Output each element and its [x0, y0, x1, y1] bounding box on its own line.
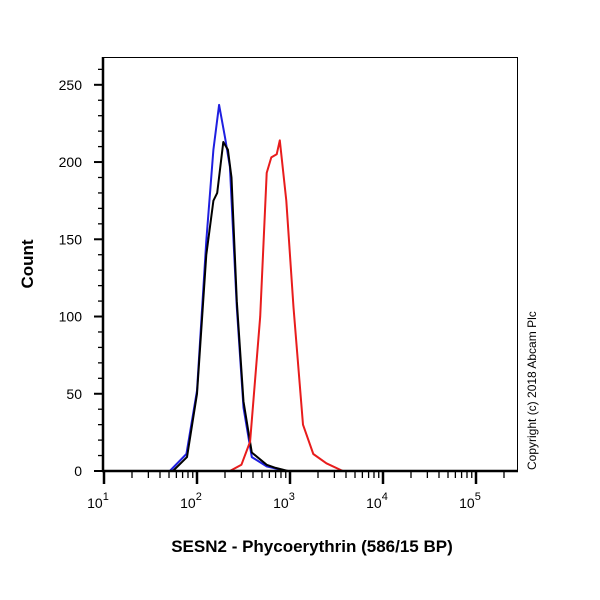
x-tick-base: 10 [273, 495, 289, 511]
y-tick-label: 150 [59, 231, 83, 247]
plot-frame [103, 57, 518, 472]
y-tick-label: 200 [59, 154, 83, 170]
x-tick-exponent: 1 [103, 491, 109, 503]
x-tick-label: 103 [273, 491, 295, 511]
x-tick-exponent: 3 [289, 491, 295, 503]
x-tick-exponent: 4 [382, 491, 388, 503]
x-tick-label: 104 [366, 491, 388, 511]
x-tick-label: 105 [459, 491, 481, 511]
histogram-series-1 [104, 103, 517, 472]
x-tick-base: 10 [366, 495, 382, 511]
x-tick-exponent: 5 [475, 491, 481, 503]
x-tick-exponent: 2 [196, 491, 202, 503]
y-axis-title: Count [18, 239, 37, 288]
x-tick-base: 10 [180, 495, 196, 511]
x-tick-label: 101 [87, 491, 109, 511]
x-tick-base: 10 [87, 495, 103, 511]
copyright-annotation: Copyright (c) 2018 Abcam Plc [525, 311, 539, 470]
y-tick-label: 250 [59, 77, 83, 93]
histogram-series-2 [104, 141, 289, 472]
y-axis: 0 50 100 150 200 250 [59, 57, 105, 479]
x-axis: 101 102 103 104 105 [87, 469, 518, 511]
x-axis-title: SESN2 - Phycoerythrin (586/15 BP) [171, 537, 453, 556]
histogram-series-3 [104, 139, 517, 472]
curves [104, 103, 517, 472]
x-tick-base: 10 [459, 495, 475, 511]
y-tick-label: 50 [66, 386, 82, 402]
x-tick-label: 102 [180, 491, 202, 511]
y-tick-label: 0 [74, 463, 82, 479]
y-tick-label: 100 [59, 309, 83, 325]
